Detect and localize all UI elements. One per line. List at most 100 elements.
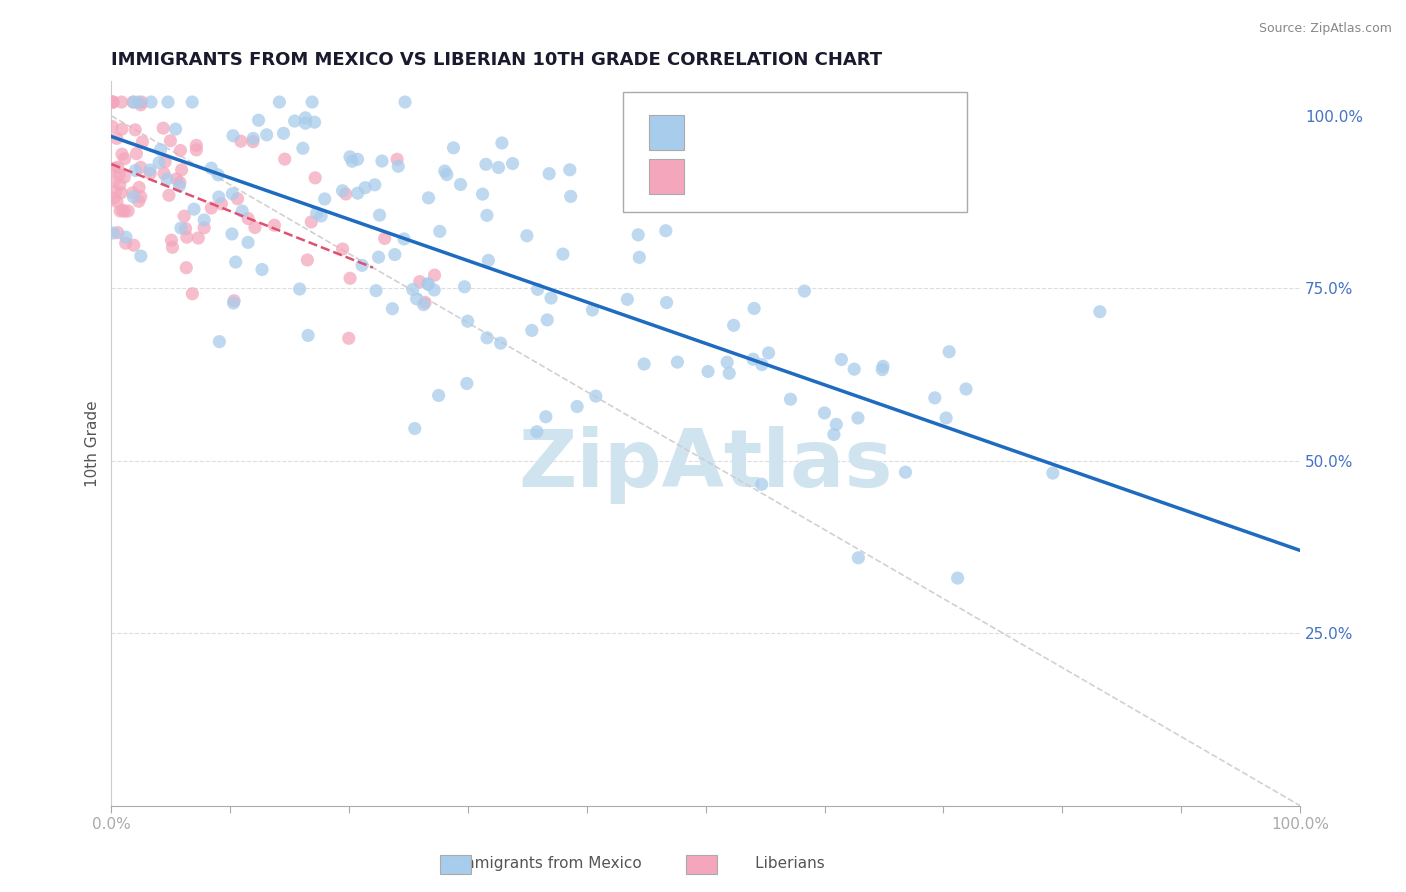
Point	[416, 277, 439, 291]
Point	[955, 382, 977, 396]
Point	[111, 147, 134, 161]
Point	[200, 161, 222, 176]
Text: Immigrants from Mexico: Immigrants from Mexico	[426, 856, 643, 871]
Point	[443, 141, 465, 155]
Point	[758, 346, 780, 360]
Point	[423, 283, 446, 297]
Point	[107, 226, 129, 240]
Point	[938, 344, 960, 359]
Point	[488, 161, 510, 175]
Point	[108, 178, 131, 192]
Point	[162, 240, 184, 254]
Point	[274, 152, 297, 166]
Point	[176, 230, 198, 244]
Point	[173, 209, 195, 223]
Point	[148, 155, 170, 169]
Text: R = -0.659    N = 139: R = -0.659 N = 139	[700, 124, 894, 142]
Point	[718, 366, 741, 380]
Point	[124, 123, 146, 137]
Point	[367, 250, 389, 264]
Point	[793, 284, 815, 298]
Point	[157, 188, 180, 202]
Point	[297, 328, 319, 343]
Point	[364, 178, 387, 192]
Point	[477, 253, 499, 268]
Point	[844, 362, 866, 376]
Point	[108, 204, 131, 219]
Point	[872, 362, 894, 376]
Point	[332, 184, 354, 198]
Point	[187, 231, 209, 245]
Point	[103, 191, 125, 205]
Point	[207, 168, 229, 182]
Point	[131, 95, 153, 109]
Point	[111, 122, 134, 136]
Point	[181, 286, 204, 301]
Point	[174, 221, 197, 235]
Point	[538, 167, 561, 181]
Point	[129, 190, 152, 204]
Point	[104, 185, 127, 199]
Text: Source: ZipAtlas.com: Source: ZipAtlas.com	[1258, 22, 1392, 36]
Point	[846, 411, 869, 425]
Point	[697, 364, 720, 378]
Point	[284, 114, 307, 128]
Point	[242, 131, 264, 145]
Point	[924, 391, 946, 405]
Point	[751, 477, 773, 491]
Point	[152, 121, 174, 136]
Point	[516, 228, 538, 243]
Text: IMMIGRANTS FROM MEXICO VS LIBERIAN 10TH GRADE CORRELATION CHART: IMMIGRANTS FROM MEXICO VS LIBERIAN 10TH …	[111, 51, 883, 69]
Point	[153, 166, 176, 180]
Text: R = -0.259    N =  80: R = -0.259 N = 80	[700, 167, 889, 186]
Point	[335, 186, 357, 201]
Point	[742, 352, 765, 367]
Point	[225, 255, 247, 269]
Point	[115, 230, 138, 244]
Point	[222, 296, 245, 310]
FancyBboxPatch shape	[623, 92, 967, 211]
Point	[165, 122, 187, 136]
Point	[475, 157, 498, 171]
Point	[101, 120, 124, 134]
Point	[149, 143, 172, 157]
Point	[848, 550, 870, 565]
Point	[346, 186, 368, 201]
Point	[581, 303, 603, 318]
Point	[427, 388, 450, 402]
Point	[193, 213, 215, 227]
Point	[340, 154, 363, 169]
Point	[418, 191, 440, 205]
Point	[209, 196, 232, 211]
Point	[139, 166, 162, 180]
Point	[384, 247, 406, 261]
Point	[169, 176, 191, 190]
Point	[409, 275, 432, 289]
Point	[413, 295, 436, 310]
Point	[117, 203, 139, 218]
Point	[105, 131, 128, 145]
Point	[418, 277, 440, 292]
Point	[935, 411, 957, 425]
Point	[423, 268, 446, 282]
Point	[392, 232, 415, 246]
Point	[129, 161, 152, 175]
Point	[122, 95, 145, 109]
Point	[170, 221, 193, 235]
Point	[655, 295, 678, 310]
Point	[402, 283, 425, 297]
Point	[236, 211, 259, 226]
Point	[111, 202, 134, 217]
Point	[405, 292, 427, 306]
Point	[103, 95, 125, 109]
Point	[946, 571, 969, 585]
Point	[394, 95, 416, 109]
Point	[101, 95, 124, 109]
Point	[193, 220, 215, 235]
Point	[170, 162, 193, 177]
Point	[160, 233, 183, 247]
Point	[894, 465, 917, 479]
Point	[129, 249, 152, 263]
Point	[339, 150, 361, 164]
Point	[309, 209, 332, 223]
